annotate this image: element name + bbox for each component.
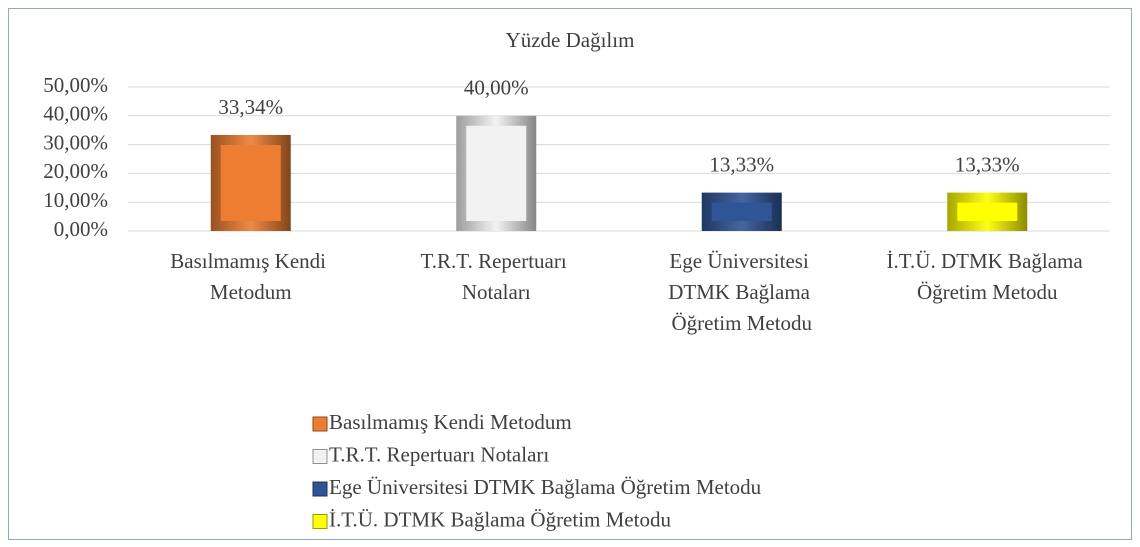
value-label: 13,33% xyxy=(955,152,1020,176)
chart-title: Yüzde Dağılım xyxy=(506,28,635,52)
value-label: 40,00% xyxy=(464,76,529,100)
x-tick-label: T.R.T. Repertuarı Notaları xyxy=(421,249,572,304)
legend-label: Ege Üniversitesi DTMK Bağlama Öğretim Me… xyxy=(329,475,762,499)
x-tick-label: İ.T.Ü. DTMK Bağlama Öğretim Metodu xyxy=(887,249,1088,304)
bar-face xyxy=(957,202,1018,221)
value-label: 13,33% xyxy=(709,152,774,176)
y-tick-label: 0,00% xyxy=(54,217,108,241)
legend-label: İ.T.Ü. DTMK Bağlama Öğretim Metodu xyxy=(329,507,671,531)
bar-face xyxy=(220,144,281,221)
bar-face xyxy=(466,125,527,221)
value-label: 33,34% xyxy=(218,95,283,119)
legend-marker xyxy=(312,416,328,432)
y-tick-label: 20,00% xyxy=(43,159,108,183)
y-tick-label: 50,00% xyxy=(43,73,108,97)
x-tick-label: Ege Üniversitesi DTMK Bağlama Öğretim Me… xyxy=(668,249,815,335)
bar-face xyxy=(711,202,772,221)
legend-marker xyxy=(312,481,328,497)
y-tick-label: 40,00% xyxy=(43,102,108,126)
y-tick-label: 10,00% xyxy=(43,188,108,212)
legend-marker xyxy=(312,449,328,464)
x-tick-label: Basılmamış Kendi Metodum xyxy=(170,249,331,304)
legend-label: Basılmamış Kendi Metodum xyxy=(329,410,572,434)
chart-frame xyxy=(8,8,1132,540)
legend-label: T.R.T. Repertuarı Notaları xyxy=(329,442,549,466)
legend-marker xyxy=(312,514,328,529)
y-tick-label: 30,00% xyxy=(43,130,108,154)
